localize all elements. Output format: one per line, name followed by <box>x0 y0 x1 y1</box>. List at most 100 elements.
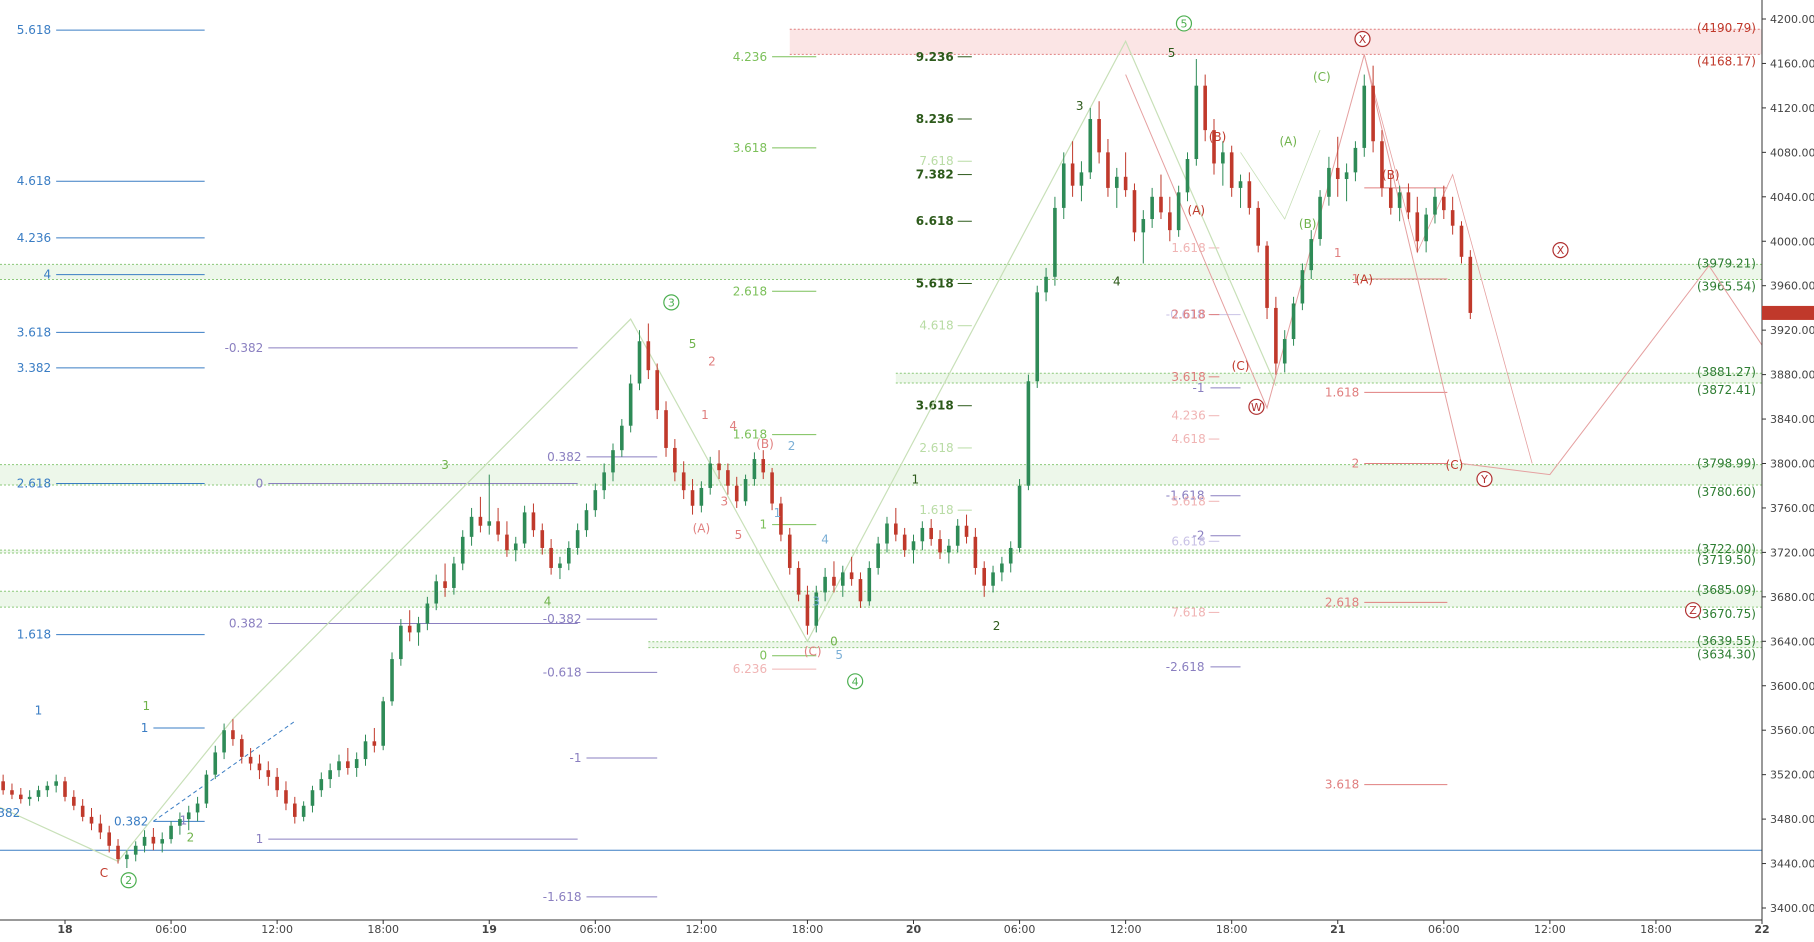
candle-body-93 <box>743 479 748 502</box>
fib-label-24: 0 <box>759 649 767 663</box>
candle-body-147 <box>1221 152 1225 164</box>
candle-body-89 <box>708 463 713 488</box>
zone-label-low-1: (3965.54) <box>1697 280 1756 294</box>
fib-label-7: 1.618 <box>17 628 51 642</box>
candle-body-64 <box>487 521 492 526</box>
candle-body-123 <box>1008 547 1013 564</box>
x-tick-label-8: 20 <box>906 923 922 936</box>
candle-body-51 <box>372 741 377 746</box>
candle-body-171 <box>1433 196 1437 215</box>
wave-label-23: 0 <box>830 635 838 649</box>
candle-body-167 <box>1397 192 1402 208</box>
fib-label-42: -1.618 <box>1166 489 1205 503</box>
candle-body-9 <box>1 781 5 791</box>
wave-label-24: 1 <box>911 473 919 487</box>
candle-body-107 <box>867 567 872 602</box>
candle-body-18 <box>80 805 85 817</box>
wave-label-21: 3 <box>812 595 820 609</box>
wave-label-11: 1 <box>701 408 709 422</box>
candle-body-14 <box>45 785 50 791</box>
candle-body-19 <box>89 816 94 824</box>
candle-body-97 <box>779 503 783 535</box>
candle-body-159 <box>1327 167 1331 197</box>
fibonacci-levels: 5.618 4.618 4.236 4 3.618 3.382 2.618 1.618 1 0.3… <box>17 23 1448 904</box>
candle-body-142 <box>1176 192 1181 231</box>
y-tick-label-17: 4080.00 <box>1770 146 1814 159</box>
fib-label-23: 1 <box>759 518 767 532</box>
y-tick-label-6: 3640.00 <box>1770 635 1814 648</box>
x-tick-label-9: 06:00 <box>1004 923 1036 936</box>
candle-body-40 <box>275 776 279 791</box>
time-axis-bg <box>0 920 1814 938</box>
candle-body-121 <box>991 572 995 586</box>
candle-body-164 <box>1371 85 1375 142</box>
candle-body-99 <box>796 567 801 595</box>
fib-label-52: 2.618 <box>1325 595 1359 609</box>
candle-body-127 <box>1044 276 1048 293</box>
y-tick-label-20: 4200.00 <box>1770 13 1814 26</box>
fib-label-37: 2.618 <box>1171 308 1205 322</box>
circled-label-4: X <box>1359 33 1367 46</box>
circled-label-3: 5 <box>1180 17 1187 30</box>
candle-body-119 <box>973 536 978 568</box>
zone-label-high-6: (3639.55) <box>1697 634 1756 648</box>
candle-body-174 <box>1459 225 1464 257</box>
fib-label-9: 0.382 <box>114 814 148 828</box>
candle-body-134 <box>1106 152 1110 188</box>
circled-label-ring-2 <box>847 673 864 690</box>
candle-body-11 <box>19 794 23 800</box>
y-tick-label-1: 3440.00 <box>1770 858 1814 871</box>
candle-body-16 <box>63 781 67 797</box>
x-tick-label-11: 18:00 <box>1216 923 1248 936</box>
fib-label-14: 1 <box>256 832 264 846</box>
candle-body-12 <box>27 796 32 800</box>
x-tick-label-5: 06:00 <box>579 923 611 936</box>
zone-label-low-5: (3670.75) <box>1697 607 1756 621</box>
candle-body-152 <box>1265 245 1269 308</box>
fib-label-27: 7.382 <box>916 168 954 182</box>
fib-label-12: 0 <box>256 477 264 491</box>
zone-label-high-1: (3979.21) <box>1697 256 1756 270</box>
candle-body-84 <box>664 410 668 448</box>
circled-label-8: Z <box>1689 604 1697 617</box>
wave-label-30: (A) <box>1188 204 1206 218</box>
x-tick-label-15: 18:00 <box>1640 923 1672 936</box>
fib-label-13: 0.382 <box>229 617 263 631</box>
circled-label-5: W <box>1251 401 1262 414</box>
candle-body-47 <box>337 761 341 771</box>
fib-label-44: -2 <box>1193 529 1205 543</box>
y-tick-label-0: 3400.00 <box>1770 902 1814 915</box>
candle-body-22 <box>116 845 120 860</box>
candle-body-150 <box>1247 181 1252 208</box>
candle-body-126 <box>1035 292 1040 382</box>
dashed-trend-line <box>153 720 296 822</box>
candle-body-135 <box>1114 176 1119 188</box>
fib-label-16: -0.618 <box>543 665 582 679</box>
candle-body-60 <box>452 563 456 588</box>
wave-label-9: 5 <box>689 337 697 351</box>
candle-body-124 <box>1017 485 1022 548</box>
candle-body-160 <box>1335 167 1340 180</box>
candle-body-77 <box>602 472 606 491</box>
fib-label-17: -1 <box>570 751 582 765</box>
candle-body-175 <box>1468 256 1473 313</box>
candle-body-33 <box>213 752 218 775</box>
wave-label-6: 2 <box>187 830 195 844</box>
candle-body-62 <box>469 516 474 537</box>
candle-body-140 <box>1159 196 1163 213</box>
wave-label-14: 5 <box>735 528 743 542</box>
fib-label-28: 6.618 <box>916 214 954 228</box>
candle-body-23 <box>125 854 129 860</box>
y-tick-label-15: 4000.00 <box>1770 235 1814 248</box>
y-tick-label-7: 3680.00 <box>1770 591 1814 604</box>
circled-label-2: 4 <box>852 675 859 688</box>
candle-body-20 <box>98 823 103 833</box>
candle-body-21 <box>107 832 111 846</box>
fib-label-1: 4.618 <box>17 174 51 188</box>
circled-label-ring-4 <box>1354 30 1371 48</box>
circled-label-1: 3 <box>668 296 675 309</box>
wave-label-8: 4 <box>544 595 552 609</box>
candle-body-109 <box>885 523 889 544</box>
fib-label-43: 5.618 <box>1171 494 1205 508</box>
